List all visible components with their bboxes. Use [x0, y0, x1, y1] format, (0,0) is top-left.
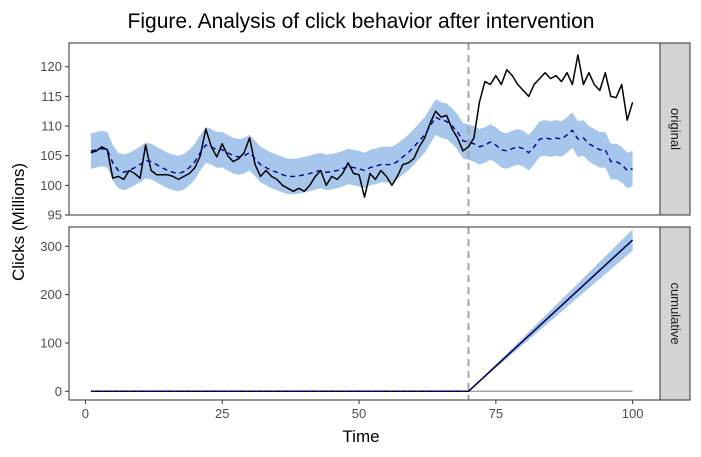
strip-box [659, 42, 691, 216]
y-tick-label: 200 [40, 287, 62, 302]
x-tick-label: 100 [622, 406, 644, 421]
interval-band [90, 99, 633, 195]
series-actual-line [90, 54, 634, 198]
y-tick-label: 100 [40, 178, 62, 193]
panel-original: original 95 100 105 110 115 120 [40, 42, 691, 223]
y-tick-label: 0 [55, 384, 62, 399]
x-tick-label: 25 [215, 406, 229, 421]
strip-label-original: original [668, 108, 683, 150]
y-tick-label: 95 [48, 208, 62, 223]
y-tick-label: 100 [40, 335, 62, 350]
x-tick-label: 75 [489, 406, 503, 421]
plot-area-original [90, 43, 634, 215]
plot-area-cumulative [90, 227, 634, 400]
interval-band [468, 229, 633, 392]
panels: original 95 100 105 110 115 120 cumulative 0 100 2… [40, 42, 691, 421]
y-tick-label: 300 [40, 239, 62, 254]
y-tick-label: 105 [40, 148, 62, 163]
y-tick-label: 115 [41, 89, 62, 104]
panel-border [68, 226, 661, 401]
strip-box [659, 226, 691, 401]
y-tick-label: 120 [40, 59, 62, 74]
series-predicted-line [90, 239, 634, 392]
series-predicted-line [90, 116, 633, 178]
x-tick-label: 0 [82, 406, 89, 421]
y-axis-title: Clicks (Millions) [9, 163, 28, 281]
panel-cumulative: cumulative 0 100 200 300 0 25 50 75 100 [40, 226, 691, 421]
x-axis-title: Time [342, 427, 379, 446]
chart-title: Figure. Analysis of click behavior after… [128, 10, 595, 33]
x-tick-label: 50 [352, 406, 366, 421]
strip-label-cumulative: cumulative [668, 282, 683, 344]
y-tick-label: 110 [41, 119, 62, 134]
